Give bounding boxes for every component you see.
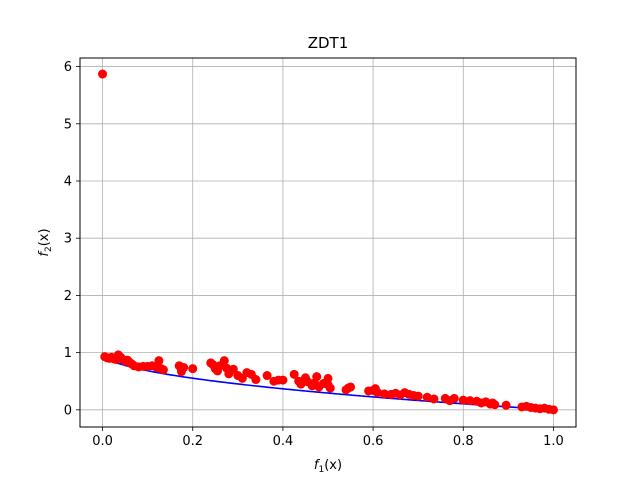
y-tick-label: 5 bbox=[64, 117, 72, 132]
scatter-point bbox=[323, 373, 333, 383]
y-tick-label: 6 bbox=[64, 60, 72, 75]
scatter-point bbox=[158, 365, 168, 375]
scatter-point bbox=[501, 400, 511, 410]
scatter-point bbox=[188, 364, 198, 374]
y-tick-label: 1 bbox=[64, 346, 72, 361]
x-axis-label: f1(x) bbox=[314, 458, 342, 475]
scatter-point bbox=[325, 383, 335, 393]
y-tick-label: 2 bbox=[64, 289, 72, 304]
x-tick-label: 0.6 bbox=[363, 434, 384, 449]
scatter-point bbox=[548, 405, 558, 415]
scatter-point bbox=[458, 395, 468, 405]
scatter-point bbox=[228, 364, 238, 374]
scatter-point bbox=[422, 392, 432, 402]
scatter-point bbox=[449, 393, 459, 403]
scatter-point bbox=[278, 375, 288, 385]
x-tick-label: 0.2 bbox=[182, 434, 203, 449]
plot-area bbox=[98, 69, 558, 415]
axes-frame bbox=[79, 57, 577, 428]
y-axis-label-base: f bbox=[37, 250, 52, 257]
scatter-point bbox=[490, 400, 500, 410]
scatter-point bbox=[289, 369, 299, 379]
chart-title: ZDT1 bbox=[308, 34, 349, 52]
x-tick-label: 0.4 bbox=[273, 434, 294, 449]
scatter-point bbox=[262, 371, 272, 381]
y-axis-label-sub: 2 bbox=[44, 246, 54, 252]
scatter-point bbox=[379, 389, 389, 399]
scatter-point bbox=[373, 388, 383, 398]
ticks: 0.0 0.2 0.4 0.6 0.8 1.0 0 1 2 3 4 5 6 bbox=[64, 60, 564, 449]
y-tick-label: 0 bbox=[64, 403, 72, 418]
y-tick-label: 3 bbox=[64, 232, 72, 247]
x-axis-label-arg: (x) bbox=[324, 458, 342, 473]
scatter-point bbox=[179, 363, 189, 373]
grid bbox=[80, 58, 576, 427]
scatter-point bbox=[154, 356, 164, 366]
scatter-point bbox=[312, 372, 322, 382]
y-axis-label-arg: (x) bbox=[37, 228, 52, 246]
y-tick-label: 4 bbox=[64, 175, 72, 190]
x-axis-label-sub: 1 bbox=[319, 465, 325, 475]
scatter-point bbox=[296, 379, 306, 389]
scatter-point bbox=[413, 391, 423, 401]
scatter-point bbox=[251, 375, 261, 385]
x-tick-label: 0.8 bbox=[453, 434, 474, 449]
scatter-point bbox=[346, 382, 356, 392]
scatter-point bbox=[98, 69, 108, 79]
scatter-point bbox=[219, 356, 229, 366]
x-axis-label-base: f bbox=[314, 458, 321, 473]
x-tick-label: 1.0 bbox=[543, 434, 564, 449]
y-axis-label: f2(x) bbox=[37, 228, 54, 256]
scatter-point bbox=[465, 396, 475, 406]
x-tick-label: 0.0 bbox=[92, 434, 113, 449]
scatter-point bbox=[429, 394, 439, 404]
